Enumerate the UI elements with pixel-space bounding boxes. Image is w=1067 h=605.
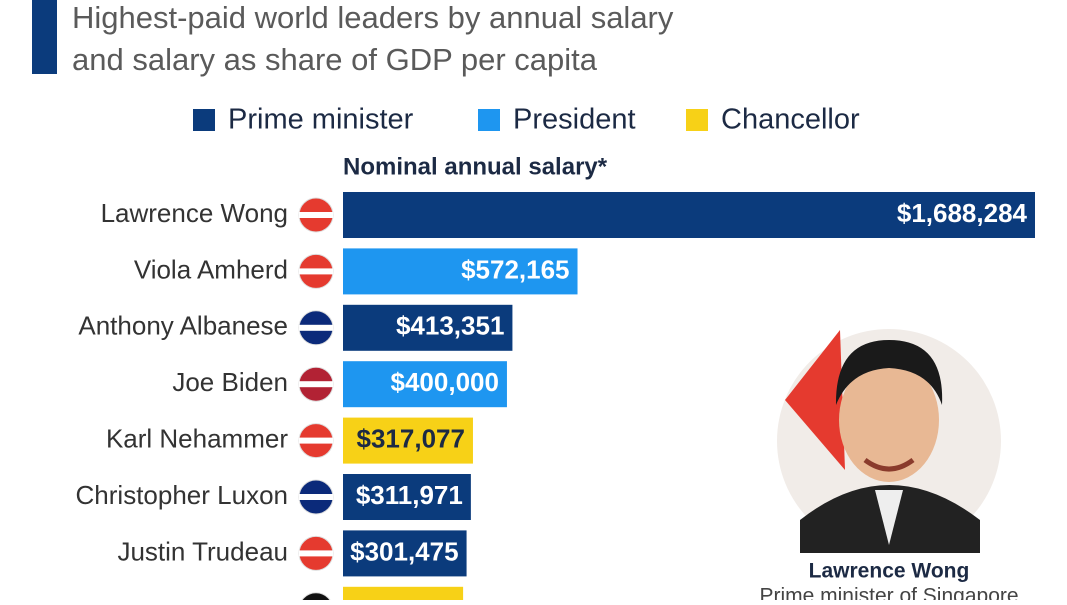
chart-title: Highest-paid world leaders by annual sal… (72, 0, 674, 35)
category-label: Justin Trudeau (117, 536, 288, 566)
flag-stripe (299, 494, 333, 500)
chart-title: and salary as share of GDP per capita (72, 42, 598, 77)
legend-swatch (478, 109, 500, 131)
bar (343, 474, 471, 520)
legend-swatch (193, 109, 215, 131)
category-label: Christopher Luxon (76, 480, 288, 510)
value-label: $311,971 (356, 480, 463, 510)
photo-caption: Lawrence Wong (809, 560, 970, 583)
flag-stripe (299, 381, 333, 388)
chart-subtitle: Nominal annual salary* (343, 153, 608, 180)
legend-label: Chancellor (721, 104, 860, 136)
legend-label: President (513, 104, 636, 136)
category-label: Joe Biden (172, 367, 288, 397)
bar (343, 586, 464, 605)
category-label: Anthony Albanese (78, 311, 288, 341)
bar (343, 192, 1035, 238)
value-label: $572,165 (461, 254, 569, 284)
value-label: $413,351 (396, 311, 504, 341)
legend-label: Prime minister (228, 104, 414, 136)
title-accent (32, 0, 57, 74)
flag-stripe (299, 268, 333, 275)
bar (343, 530, 467, 577)
bar (343, 248, 578, 295)
flag-stripe (299, 550, 333, 557)
value-label: $301,475 (350, 536, 458, 566)
flag-stripe (299, 437, 333, 444)
value-label: $317,077 (357, 423, 465, 453)
category-label: Lawrence Wong (101, 198, 288, 228)
legend-swatch (686, 109, 708, 131)
category-label: Karl Nehammer (106, 423, 288, 453)
bar (343, 304, 513, 351)
flag-stripe (299, 212, 333, 218)
bar (343, 417, 473, 464)
category-label: Viola Amherd (134, 254, 288, 284)
flag-stripe (299, 324, 333, 331)
flag (299, 592, 333, 605)
photo-caption: Prime minister of Singapore (759, 585, 1018, 600)
photo (777, 329, 1001, 553)
bar (343, 361, 507, 408)
value-label: $400,000 (391, 367, 499, 397)
value-label: $1,688,284 (897, 198, 1028, 228)
